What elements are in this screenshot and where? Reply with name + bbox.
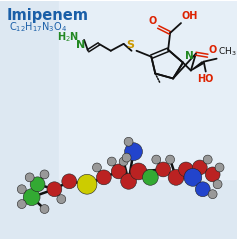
Circle shape (124, 137, 133, 146)
Text: CH$_3$: CH$_3$ (218, 45, 236, 58)
Circle shape (107, 157, 116, 166)
Circle shape (125, 143, 142, 161)
Circle shape (96, 170, 111, 185)
Text: HO: HO (198, 73, 214, 84)
Circle shape (205, 167, 220, 182)
Circle shape (213, 180, 222, 189)
Circle shape (130, 163, 147, 180)
Circle shape (208, 190, 217, 199)
Circle shape (142, 169, 158, 185)
Text: OH: OH (182, 11, 198, 21)
Circle shape (92, 163, 101, 172)
Circle shape (179, 162, 193, 177)
Circle shape (40, 204, 49, 213)
Circle shape (152, 155, 161, 164)
Circle shape (111, 164, 126, 179)
Circle shape (40, 170, 49, 179)
Circle shape (62, 174, 77, 189)
Circle shape (77, 174, 97, 194)
Circle shape (25, 173, 34, 182)
Circle shape (156, 162, 171, 177)
Circle shape (168, 169, 184, 185)
Circle shape (17, 200, 26, 209)
Circle shape (47, 182, 62, 197)
Circle shape (215, 163, 224, 172)
Circle shape (203, 155, 212, 164)
Circle shape (17, 185, 26, 194)
Circle shape (192, 160, 207, 175)
Text: Imipenem: Imipenem (7, 8, 89, 23)
Text: S: S (126, 40, 134, 50)
Text: C$_{12}$H$_{17}$N$_3$O$_4$: C$_{12}$H$_{17}$N$_3$O$_4$ (9, 20, 67, 34)
Circle shape (119, 157, 128, 166)
Text: N: N (76, 40, 85, 50)
Circle shape (122, 153, 131, 162)
Circle shape (57, 195, 66, 204)
Circle shape (23, 189, 40, 205)
Circle shape (121, 174, 137, 189)
Bar (59, 1, 237, 179)
Circle shape (30, 177, 45, 192)
Polygon shape (191, 62, 203, 71)
Circle shape (184, 168, 202, 186)
Text: O: O (148, 16, 156, 26)
Circle shape (195, 182, 210, 197)
Circle shape (166, 155, 174, 164)
Text: O: O (209, 45, 217, 55)
Text: H$_2$N: H$_2$N (57, 30, 79, 44)
Text: N: N (185, 51, 194, 61)
